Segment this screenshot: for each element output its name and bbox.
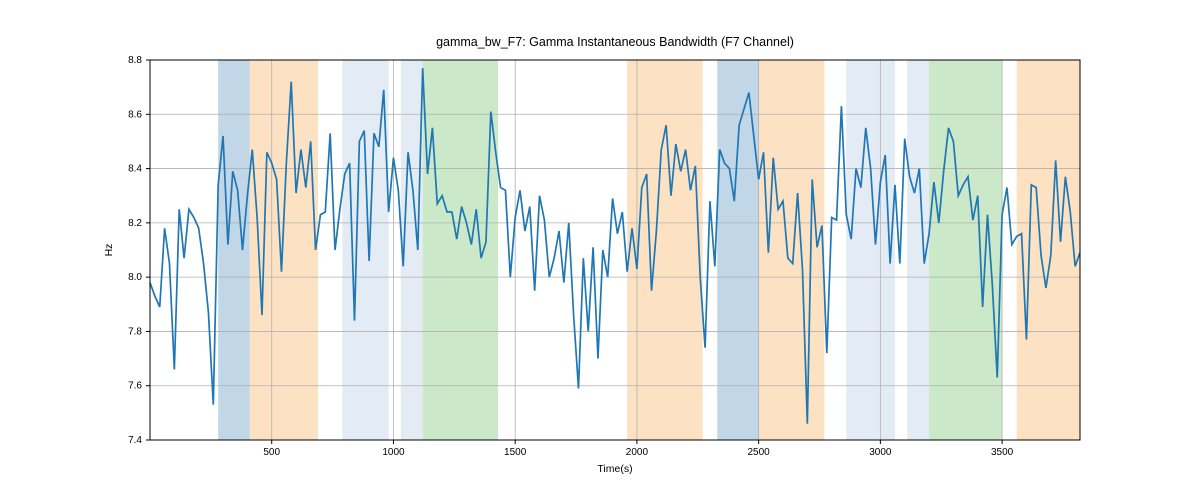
ytick-label: 8.2 <box>128 218 142 229</box>
ytick-label: 8.4 <box>128 164 142 175</box>
shaded-region <box>1017 60 1080 440</box>
shaded-region <box>929 60 1002 440</box>
ytick-label: 7.8 <box>128 326 142 337</box>
xlabel: Time(s) <box>597 463 632 475</box>
ytick-label: 8.6 <box>128 109 142 120</box>
xtick-label: 2500 <box>748 447 771 458</box>
chart-svg: 500 1000 1500 2000 2500 3000 3500 7.4 7.6 7.8 8.0 8… <box>0 0 1200 500</box>
ylabel: Hz <box>103 244 115 257</box>
ytick-label: 8.0 <box>128 272 142 283</box>
shaded-region <box>218 60 250 440</box>
xtick-label: 3000 <box>869 447 892 458</box>
shaded-region <box>846 60 895 440</box>
xtick-label: 1000 <box>382 447 405 458</box>
ytick-label: 7.4 <box>128 435 142 446</box>
xtick-label: 3500 <box>991 447 1014 458</box>
xtick-label: 500 <box>263 447 280 458</box>
xtick-label: 1500 <box>504 447 527 458</box>
shaded-region <box>423 60 498 440</box>
shaded-region <box>250 60 318 440</box>
chart-container: 500 1000 1500 2000 2500 3000 3500 7.4 7.6 7.8 8.0 8… <box>0 0 1200 500</box>
xtick-label: 2000 <box>626 447 649 458</box>
ytick-label: 8.8 <box>128 55 142 66</box>
ytick-label: 7.6 <box>128 381 142 392</box>
chart-title: gamma_bw_F7: Gamma Instantaneous Bandwid… <box>436 35 794 49</box>
